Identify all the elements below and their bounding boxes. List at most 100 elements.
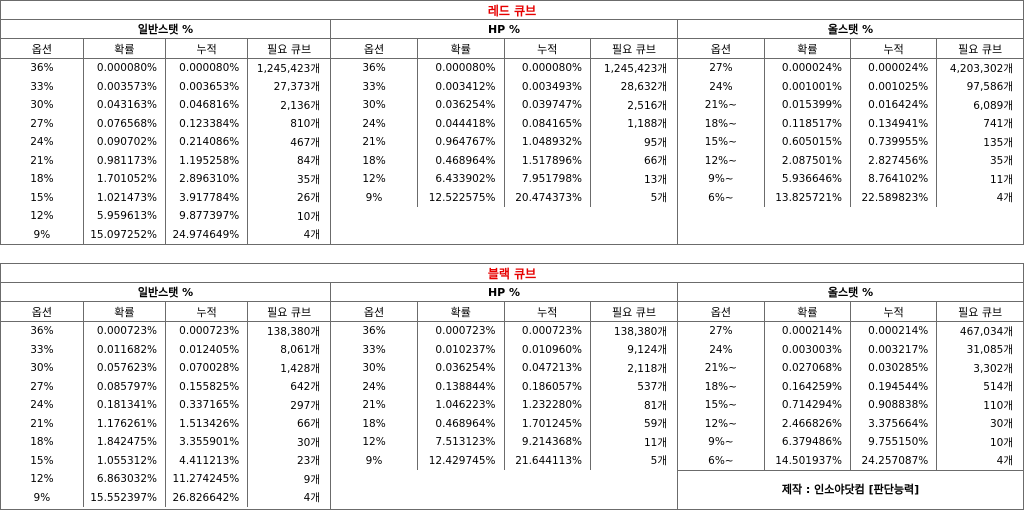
required-cubes-cell: 1,245,423개 [603,62,667,75]
required-cubes-cell: 10개 [296,210,320,223]
option-header: 옵션 [331,39,418,59]
option-cell: 9%~ [678,170,765,189]
table-header-row: 옵션 확률 누적 필요 큐브 [678,39,1023,59]
probability-table: 옵션 확률 누적 필요 큐브 27% 0.000024% 0.000024% 4,203,30… [678,39,1023,207]
table-header-row: 옵션 확률 누적 필요 큐브 [1,302,330,322]
table-row: 15% 1.055312% 4.411213% 23개 [1,451,330,470]
table-row: 21%~ 0.027068% 0.030285% 3,302개 [678,359,1023,378]
probability-table: 옵션 확률 누적 필요 큐브 36% 0.000723% 0.000723% 138,380개… [331,302,677,470]
cumulative-cell: 0.000723% [165,321,249,341]
cumulative-header: 누적 [165,302,249,322]
table-row: 24% 0.003003% 0.003217% 31,085개 [678,340,1023,359]
option-cell: 9% [331,188,418,207]
option-cell: 9% [1,225,84,244]
table-row: 12% 7.513123% 9.214368% 11개 [331,433,677,452]
cumulative-cell: 7.951798% [504,170,591,189]
required-cubes-cell: 66개 [296,418,320,431]
probability-cell: 0.000723% [417,321,505,341]
option-cell: 24% [331,114,418,133]
required-cubes-cell: 27,373개 [273,81,320,94]
option-cell: 6%~ [678,451,765,470]
probability-cell: 0.043163% [83,96,167,115]
option-cell: 9% [331,451,418,470]
probability-header: 확률 [83,302,167,322]
cumulative-cell: 26.826642% [165,488,249,507]
table-row: 24% 0.090702% 0.214086% 467개 [1,133,330,152]
required-cubes-cell: 810개 [290,118,320,131]
cumulative-cell: 8.764102% [850,170,938,189]
table-row: 18% 0.468964% 1.701245% 59개 [331,414,677,433]
required-cubes-header: 필요 큐브 [936,302,1023,322]
required-cubes-cell: 5개 [650,455,667,468]
black-allstat-panel: 올스탯 % 옵션 확률 누적 필요 큐브 27% 0.000214% 0.000214% 467… [678,283,1024,510]
cumulative-cell: 11.274245% [165,470,249,489]
cumulative-cell: 24.974649% [165,225,249,244]
option-cell: 21% [331,133,418,152]
table-row: 12%~ 2.087501% 2.827456% 35개 [678,151,1023,170]
probability-cell: 0.000214% [764,321,852,341]
probability-header: 확률 [417,39,505,59]
option-cell: 15%~ [678,133,765,152]
table-row: 36% 0.000723% 0.000723% 138,380개 [1,321,330,341]
option-header: 옵션 [1,39,84,59]
table-row: 15%~ 0.605015% 0.739955% 135개 [678,133,1023,152]
option-cell: 9% [1,488,84,507]
probability-cell: 5.936646% [764,170,852,189]
cumulative-header: 누적 [165,39,249,59]
option-cell: 24% [1,396,84,415]
required-cubes-cell: 4개 [996,455,1013,468]
cumulative-cell: 0.000080% [504,58,591,78]
cumulative-cell: 0.908838% [850,396,938,415]
required-cubes-cell: 741개 [983,118,1013,131]
cumulative-cell: 0.010960% [504,340,591,359]
required-cubes-cell: 9,124개 [627,344,667,357]
required-cubes-cell: 3,302개 [973,362,1013,375]
red-cube-section: 레드 큐브 일반스탯 % 옵션 확률 누적 필요 큐브 36% 0.000080% 0.000… [0,0,1024,245]
option-cell: 9%~ [678,433,765,452]
probability-cell: 15.097252% [83,225,167,244]
table-header-row: 옵션 확률 누적 필요 큐브 [1,39,330,59]
probability-cell: 14.501937% [764,451,852,470]
probability-cell: 0.000723% [83,321,167,341]
cumulative-cell: 3.375664% [850,414,938,433]
cumulative-cell: 0.000214% [850,321,938,341]
cumulative-cell: 0.186057% [504,377,591,396]
required-cubes-header: 필요 큐브 [590,39,677,59]
probability-cell: 1.021473% [83,188,167,207]
credit-text: 제작 : 인소야닷컴 [판단능력] [678,470,1023,509]
probability-header: 확률 [417,302,505,322]
table-row: 18% 1.842475% 3.355901% 30개 [1,433,330,452]
table-row: 33% 0.003412% 0.003493% 28,632개 [331,77,677,96]
cumulative-cell: 20.474373% [504,188,591,207]
required-cubes-cell: 13개 [643,173,667,186]
required-cubes-cell: 11개 [989,173,1013,186]
required-cubes-cell: 297개 [290,399,320,412]
required-cubes-cell: 1,188개 [627,118,667,131]
option-cell: 15% [1,188,84,207]
option-cell: 21%~ [678,359,765,378]
table-row: 12% 6.863032% 11.274245% 9개 [1,470,330,489]
option-cell: 33% [1,77,84,96]
required-cubes-cell: 35개 [989,155,1013,168]
table-row: 33% 0.010237% 0.010960% 9,124개 [331,340,677,359]
cumulative-cell: 0.030285% [850,359,938,378]
table-header-row: 옵션 확률 누적 필요 큐브 [331,39,677,59]
probability-cell: 0.003003% [764,340,852,359]
cumulative-cell: 0.003653% [165,77,249,96]
required-cubes-header: 필요 큐브 [247,39,330,59]
option-cell: 24% [678,340,765,359]
option-cell: 12% [331,433,418,452]
cumulative-header: 누적 [850,39,938,59]
red-cube-title: 레드 큐브 [0,0,1024,20]
required-cubes-cell: 138,380개 [266,325,320,338]
probability-header: 확률 [764,39,852,59]
cumulative-cell: 0.000723% [504,321,591,341]
required-cubes-cell: 84개 [296,155,320,168]
required-cubes-cell: 5개 [650,192,667,205]
required-cubes-cell: 2,516개 [627,99,667,112]
option-cell: 24% [331,377,418,396]
table-header-row: 옵션 확률 누적 필요 큐브 [331,302,677,322]
probability-cell: 6.433902% [417,170,505,189]
table-row: 27% 0.000024% 0.000024% 4,203,302개 [678,58,1023,78]
probability-cell: 0.003573% [83,77,167,96]
